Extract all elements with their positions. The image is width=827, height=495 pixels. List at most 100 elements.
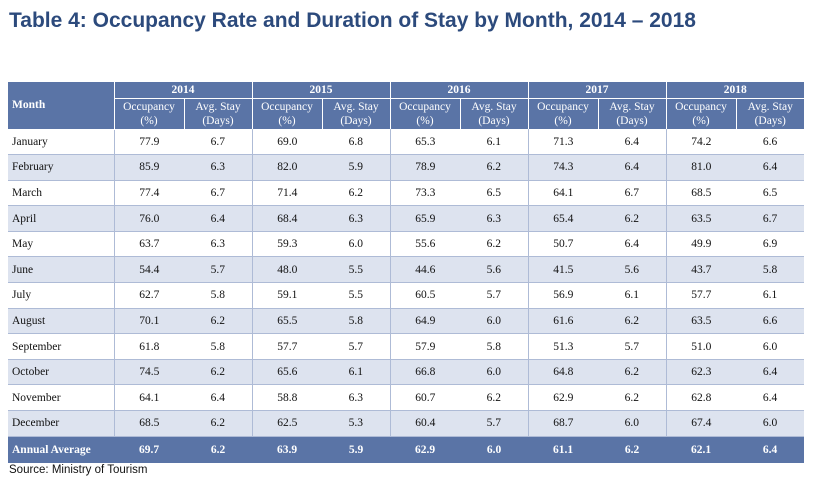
occupancy-cell: 65.6 bbox=[251, 359, 322, 386]
average-occupancy-cell: 62.1 bbox=[666, 436, 736, 463]
occupancy-cell: 43.7 bbox=[665, 256, 736, 284]
avg-stay-header-line: Avg. Stay bbox=[195, 101, 241, 113]
occupancy-cell: 74.5 bbox=[113, 359, 184, 386]
occupancy-cell: 76.0 bbox=[113, 205, 184, 232]
average-stay-cell: 6.2 bbox=[598, 436, 666, 463]
avg-stay-cell: 6.2 bbox=[460, 231, 528, 258]
avg-stay-cell: 6.4 bbox=[598, 129, 666, 156]
avg-stay-cell: 6.2 bbox=[184, 410, 252, 437]
occupancy-cell: 65.9 bbox=[389, 205, 460, 232]
occupancy-cell: 51.3 bbox=[527, 333, 598, 360]
occupancy-cell: 61.8 bbox=[113, 333, 184, 360]
avg-stay-cell: 6.3 bbox=[322, 384, 390, 412]
table-row: February 85.9 6.3 82.0 5.9 78.9 6.2 74.3 6.4 81.0… bbox=[8, 154, 804, 181]
avg-stay-cell: 6.4 bbox=[736, 384, 804, 412]
avg-stay-cell: 6.1 bbox=[598, 282, 666, 309]
avg-stay-cell: 6.0 bbox=[598, 410, 666, 437]
occupancy-cell: 68.5 bbox=[113, 410, 184, 437]
occupancy-cell: 57.7 bbox=[665, 282, 736, 309]
avg-stay-cell: 6.6 bbox=[736, 129, 804, 156]
avg-stay-cell: 6.2 bbox=[598, 308, 666, 335]
table-row: March 77.4 6.7 71.4 6.2 73.3 6.5 64.1 6.7 68.5 6.5 bbox=[8, 180, 804, 207]
avg-stay-cell: 6.7 bbox=[598, 180, 666, 207]
occupancy-cell: 55.6 bbox=[389, 231, 460, 258]
average-occupancy-cell: 63.9 bbox=[252, 436, 322, 463]
occupancy-cell: 50.7 bbox=[527, 231, 598, 258]
avg-stay-cell: 6.2 bbox=[598, 359, 666, 386]
occupancy-cell: 49.9 bbox=[665, 231, 736, 258]
avg-stay-cell: 6.4 bbox=[736, 154, 804, 181]
avg-stay-cell: 6.1 bbox=[460, 129, 528, 156]
avg-stay-cell: 6.2 bbox=[598, 384, 666, 412]
table-row: November 64.1 6.4 58.8 6.3 60.7 6.2 62.9 6.2 62.8… bbox=[8, 384, 804, 412]
avg-stay-cell: 6.8 bbox=[322, 129, 390, 156]
average-occupancy-cell: 62.9 bbox=[390, 436, 460, 463]
occupancy-cell: 74.2 bbox=[665, 129, 736, 156]
avg-stay-cell: 5.7 bbox=[598, 333, 666, 360]
occupancy-cell: 71.3 bbox=[527, 129, 598, 156]
avg-stay-cell: 5.8 bbox=[460, 333, 528, 360]
avg-stay-cell: 5.7 bbox=[460, 282, 528, 309]
occupancy-cell: 51.0 bbox=[665, 333, 736, 360]
occupancy-cell: 68.5 bbox=[665, 180, 736, 207]
month-cell: October bbox=[8, 359, 114, 386]
avg-stay-cell: 6.3 bbox=[460, 205, 528, 232]
avg-stay-header-line: (Days) bbox=[202, 115, 234, 127]
avg-stay-cell: 6.9 bbox=[736, 231, 804, 258]
occupancy-header-line: (%) bbox=[278, 115, 296, 127]
avg-stay-cell: 5.7 bbox=[460, 410, 528, 437]
year-header: 2018 bbox=[665, 82, 804, 99]
year-header: 2015 bbox=[251, 82, 390, 99]
avg-stay-cell: 5.7 bbox=[322, 333, 390, 360]
avg-stay-header-line: Avg. Stay bbox=[609, 101, 655, 113]
avg-stay-cell: 6.2 bbox=[598, 205, 666, 232]
avg-stay-cell: 6.3 bbox=[184, 154, 252, 181]
subheader-row: Occupancy (%) Avg. Stay (Days) Occupancy (%) A… bbox=[8, 98, 804, 129]
occupancy-header: Occupancy (%) bbox=[665, 98, 736, 129]
table-row: June 54.4 5.7 48.0 5.5 44.6 5.6 41.5 5.6 43.7 5.8 bbox=[8, 256, 804, 284]
avg-stay-cell: 6.0 bbox=[460, 308, 528, 335]
occupancy-cell: 57.7 bbox=[251, 333, 322, 360]
month-cell: June bbox=[8, 256, 114, 284]
month-cell: August bbox=[8, 308, 114, 335]
occupancy-header-line: (%) bbox=[554, 115, 572, 127]
occupancy-cell: 74.3 bbox=[527, 154, 598, 181]
occupancy-header: Occupancy (%) bbox=[389, 98, 460, 129]
avg-stay-cell: 6.7 bbox=[736, 205, 804, 232]
avg-stay-cell: 6.4 bbox=[184, 384, 252, 412]
table-body: January 77.9 6.7 69.0 6.8 65.3 6.1 71.3 6.4 74.2 6… bbox=[8, 129, 804, 463]
table-row: October 74.5 6.2 65.6 6.1 66.8 6.0 64.8 6.2 62.3 6… bbox=[8, 359, 804, 386]
avg-stay-cell: 6.4 bbox=[736, 359, 804, 386]
avg-stay-cell: 6.1 bbox=[736, 282, 804, 309]
avg-stay-cell: 6.0 bbox=[322, 231, 390, 258]
occupancy-cell: 48.0 bbox=[251, 256, 322, 284]
avg-stay-cell: 6.6 bbox=[736, 308, 804, 335]
year-header: 2016 bbox=[389, 82, 528, 99]
avg-stay-cell: 6.0 bbox=[736, 410, 804, 437]
occupancy-header: Occupancy (%) bbox=[113, 98, 184, 129]
occupancy-cell: 82.0 bbox=[251, 154, 322, 181]
occupancy-cell: 56.9 bbox=[527, 282, 598, 309]
avg-stay-cell: 5.5 bbox=[322, 256, 390, 284]
avg-stay-header-line: (Days) bbox=[478, 115, 510, 127]
avg-stay-cell: 6.7 bbox=[184, 129, 252, 156]
avg-stay-header-line: (Days) bbox=[754, 115, 786, 127]
occupancy-cell: 62.7 bbox=[113, 282, 184, 309]
month-cell: March bbox=[8, 180, 114, 207]
avg-stay-cell: 6.1 bbox=[322, 359, 390, 386]
avg-stay-cell: 5.8 bbox=[184, 333, 252, 360]
month-cell: February bbox=[8, 154, 114, 181]
occupancy-header-line: Occupancy bbox=[399, 101, 451, 113]
month-cell: November bbox=[8, 384, 114, 412]
occupancy-header-line: Occupancy bbox=[675, 101, 727, 113]
occupancy-cell: 63.5 bbox=[665, 308, 736, 335]
table-row: July 62.7 5.8 59.1 5.5 60.5 5.7 56.9 6.1 57.7 6.1 bbox=[8, 282, 804, 309]
avg-stay-header-line: Avg. Stay bbox=[333, 101, 379, 113]
average-stay-cell: 6.4 bbox=[736, 436, 804, 463]
avg-stay-cell: 5.9 bbox=[322, 154, 390, 181]
occupancy-cell: 73.3 bbox=[389, 180, 460, 207]
avg-stay-header: Avg. Stay (Days) bbox=[597, 98, 666, 129]
occupancy-cell: 57.9 bbox=[389, 333, 460, 360]
month-column-header: Month bbox=[8, 82, 114, 130]
month-cell: July bbox=[8, 282, 114, 309]
